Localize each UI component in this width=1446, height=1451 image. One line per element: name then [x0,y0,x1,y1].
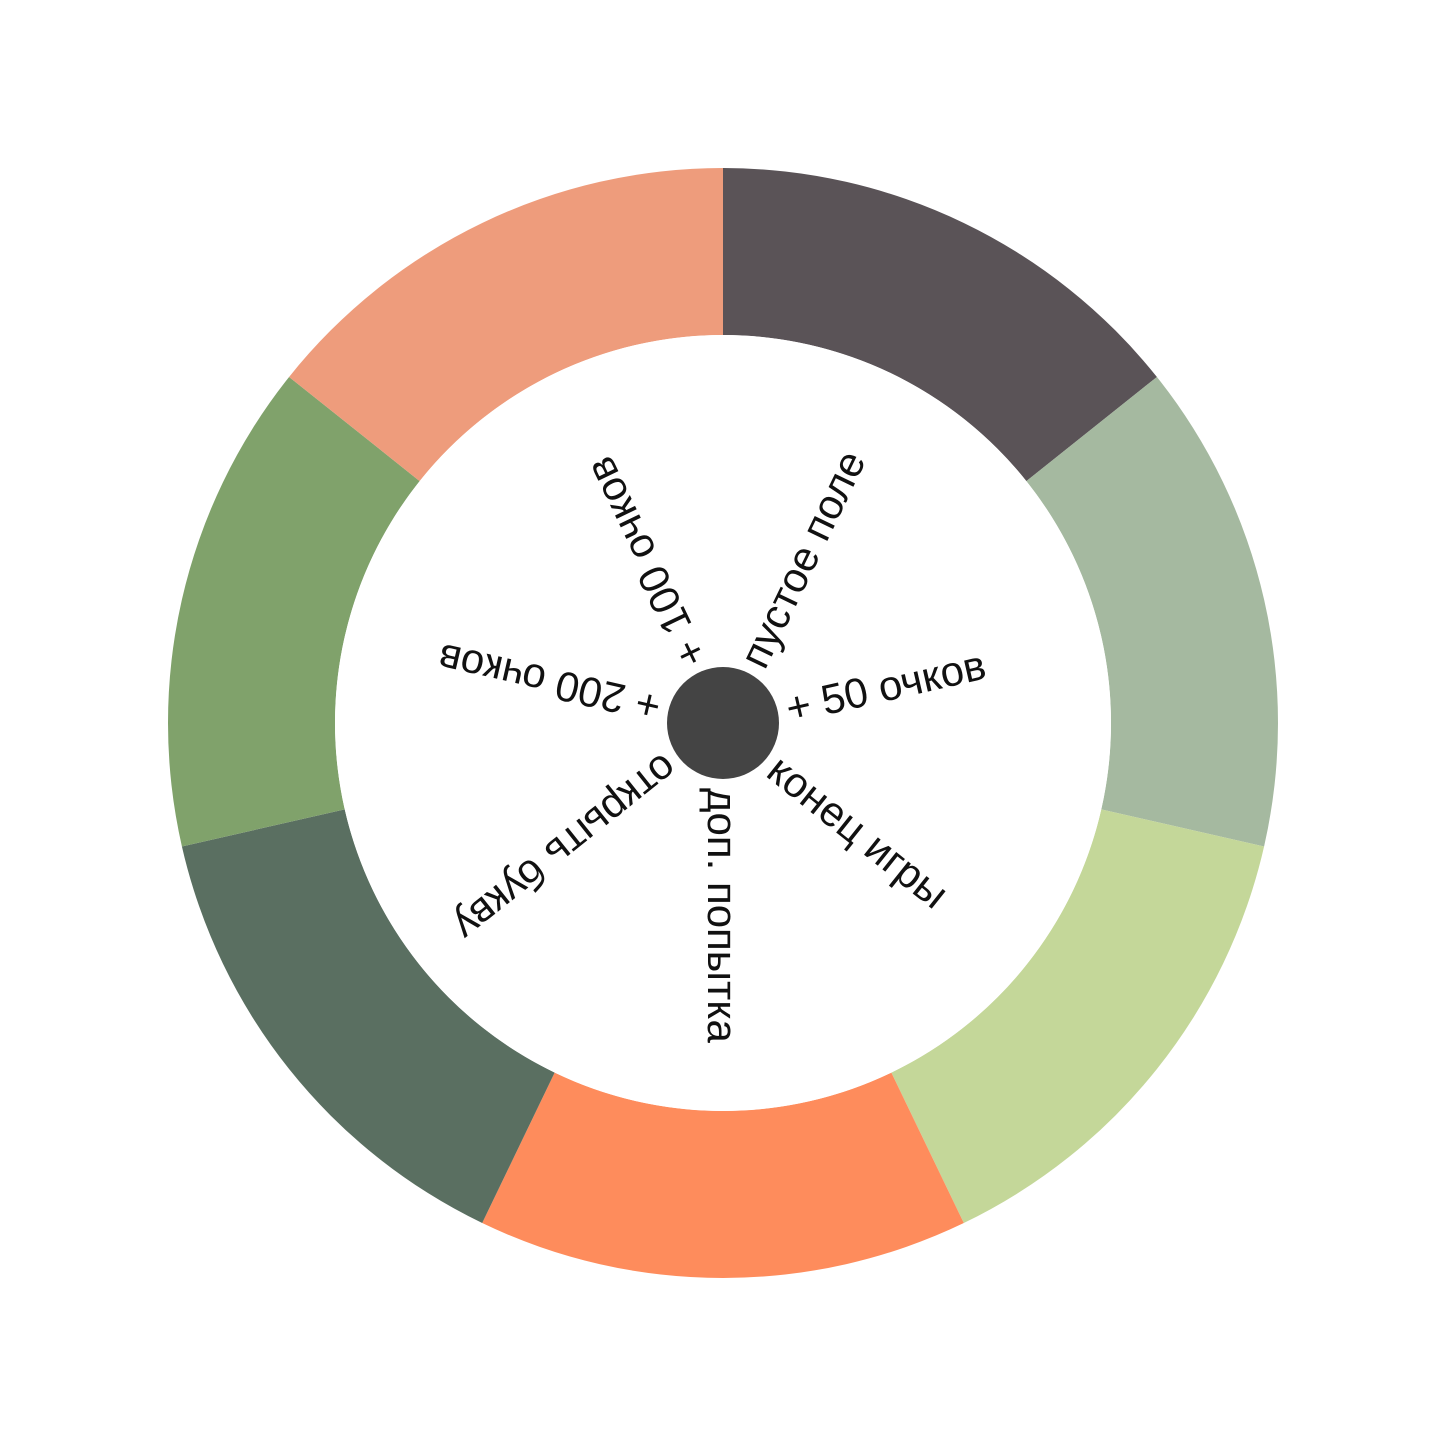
wheel-sector [1026,376,1278,847]
wheel-sector [167,376,420,847]
sector-ring [167,168,1278,1278]
center-hub[interactable] [667,667,779,779]
wheel-sector [181,809,555,1224]
wheel-sector [289,168,723,482]
wheel-sector [482,1072,964,1278]
wheel-sector [723,168,1157,482]
sector-label: доп. попытка [699,788,746,1044]
wheel-sector [891,809,1265,1224]
